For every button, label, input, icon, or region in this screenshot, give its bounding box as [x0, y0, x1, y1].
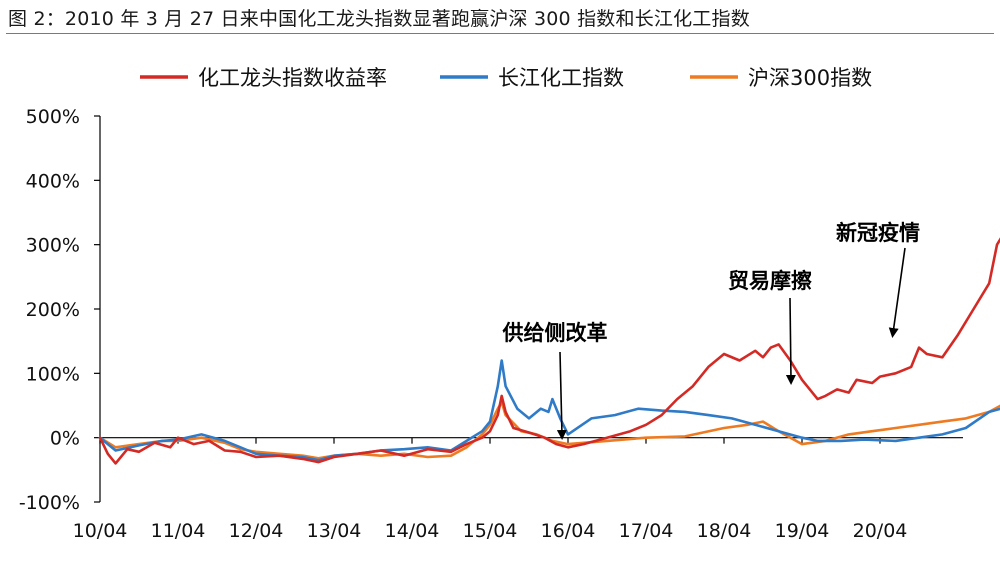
annotation-label-0: 供给侧改革 — [502, 321, 608, 345]
y-tick-label: -100% — [19, 492, 80, 514]
x-tick-label: 18/04 — [697, 520, 752, 542]
annotation-label-2: 新冠疫情 — [836, 221, 920, 245]
y-tick-label: 100% — [26, 363, 80, 385]
legend: 化工龙头指数收益率 长江化工指数 沪深300指数 — [140, 66, 872, 90]
annotation-arrow-2 — [888, 247, 906, 338]
annotation-arrow-0 — [556, 351, 567, 440]
series-line-0 — [98, 237, 1000, 465]
x-tick-label: 14/04 — [385, 520, 440, 542]
y-tick-label: 500% — [26, 106, 80, 128]
series-line-2 — [98, 401, 1000, 460]
title-rule — [6, 33, 994, 34]
x-tick-label: 12/04 — [229, 520, 284, 542]
y-tick-label: 300% — [26, 235, 80, 257]
legend-label-2: 沪深300指数 — [748, 66, 872, 90]
x-tick-label: 17/04 — [619, 520, 674, 542]
figure-title: 图 2：2010 年 3 月 27 日来中国化工龙头指数显著跑赢沪深 300 指… — [8, 8, 750, 30]
series-line-1 — [98, 359, 1000, 462]
x-tick-label: 16/04 — [541, 520, 596, 542]
axes: 500% 400% 300% 200% 100% 0% -100% 10/04 11/04 12/… — [19, 106, 963, 542]
legend-label-0: 化工龙头指数收益率 — [198, 66, 387, 90]
annotation-label-1: 贸易摩擦 — [728, 269, 812, 293]
x-tick-label: 19/04 — [775, 520, 830, 542]
x-tick-label: 11/04 — [151, 520, 206, 542]
x-tick-label: 15/04 — [463, 520, 518, 542]
x-tick-label: 20/04 — [853, 520, 908, 542]
legend-label-1: 长江化工指数 — [498, 66, 624, 90]
y-tick-label: 0% — [50, 428, 80, 450]
y-tick-label: 200% — [26, 299, 80, 321]
series-lines — [98, 237, 1000, 465]
annotation-arrow-1 — [785, 297, 796, 385]
x-tick-label: 10/04 — [73, 520, 128, 542]
x-tick-label: 13/04 — [307, 520, 362, 542]
y-tick-label: 400% — [26, 170, 80, 192]
